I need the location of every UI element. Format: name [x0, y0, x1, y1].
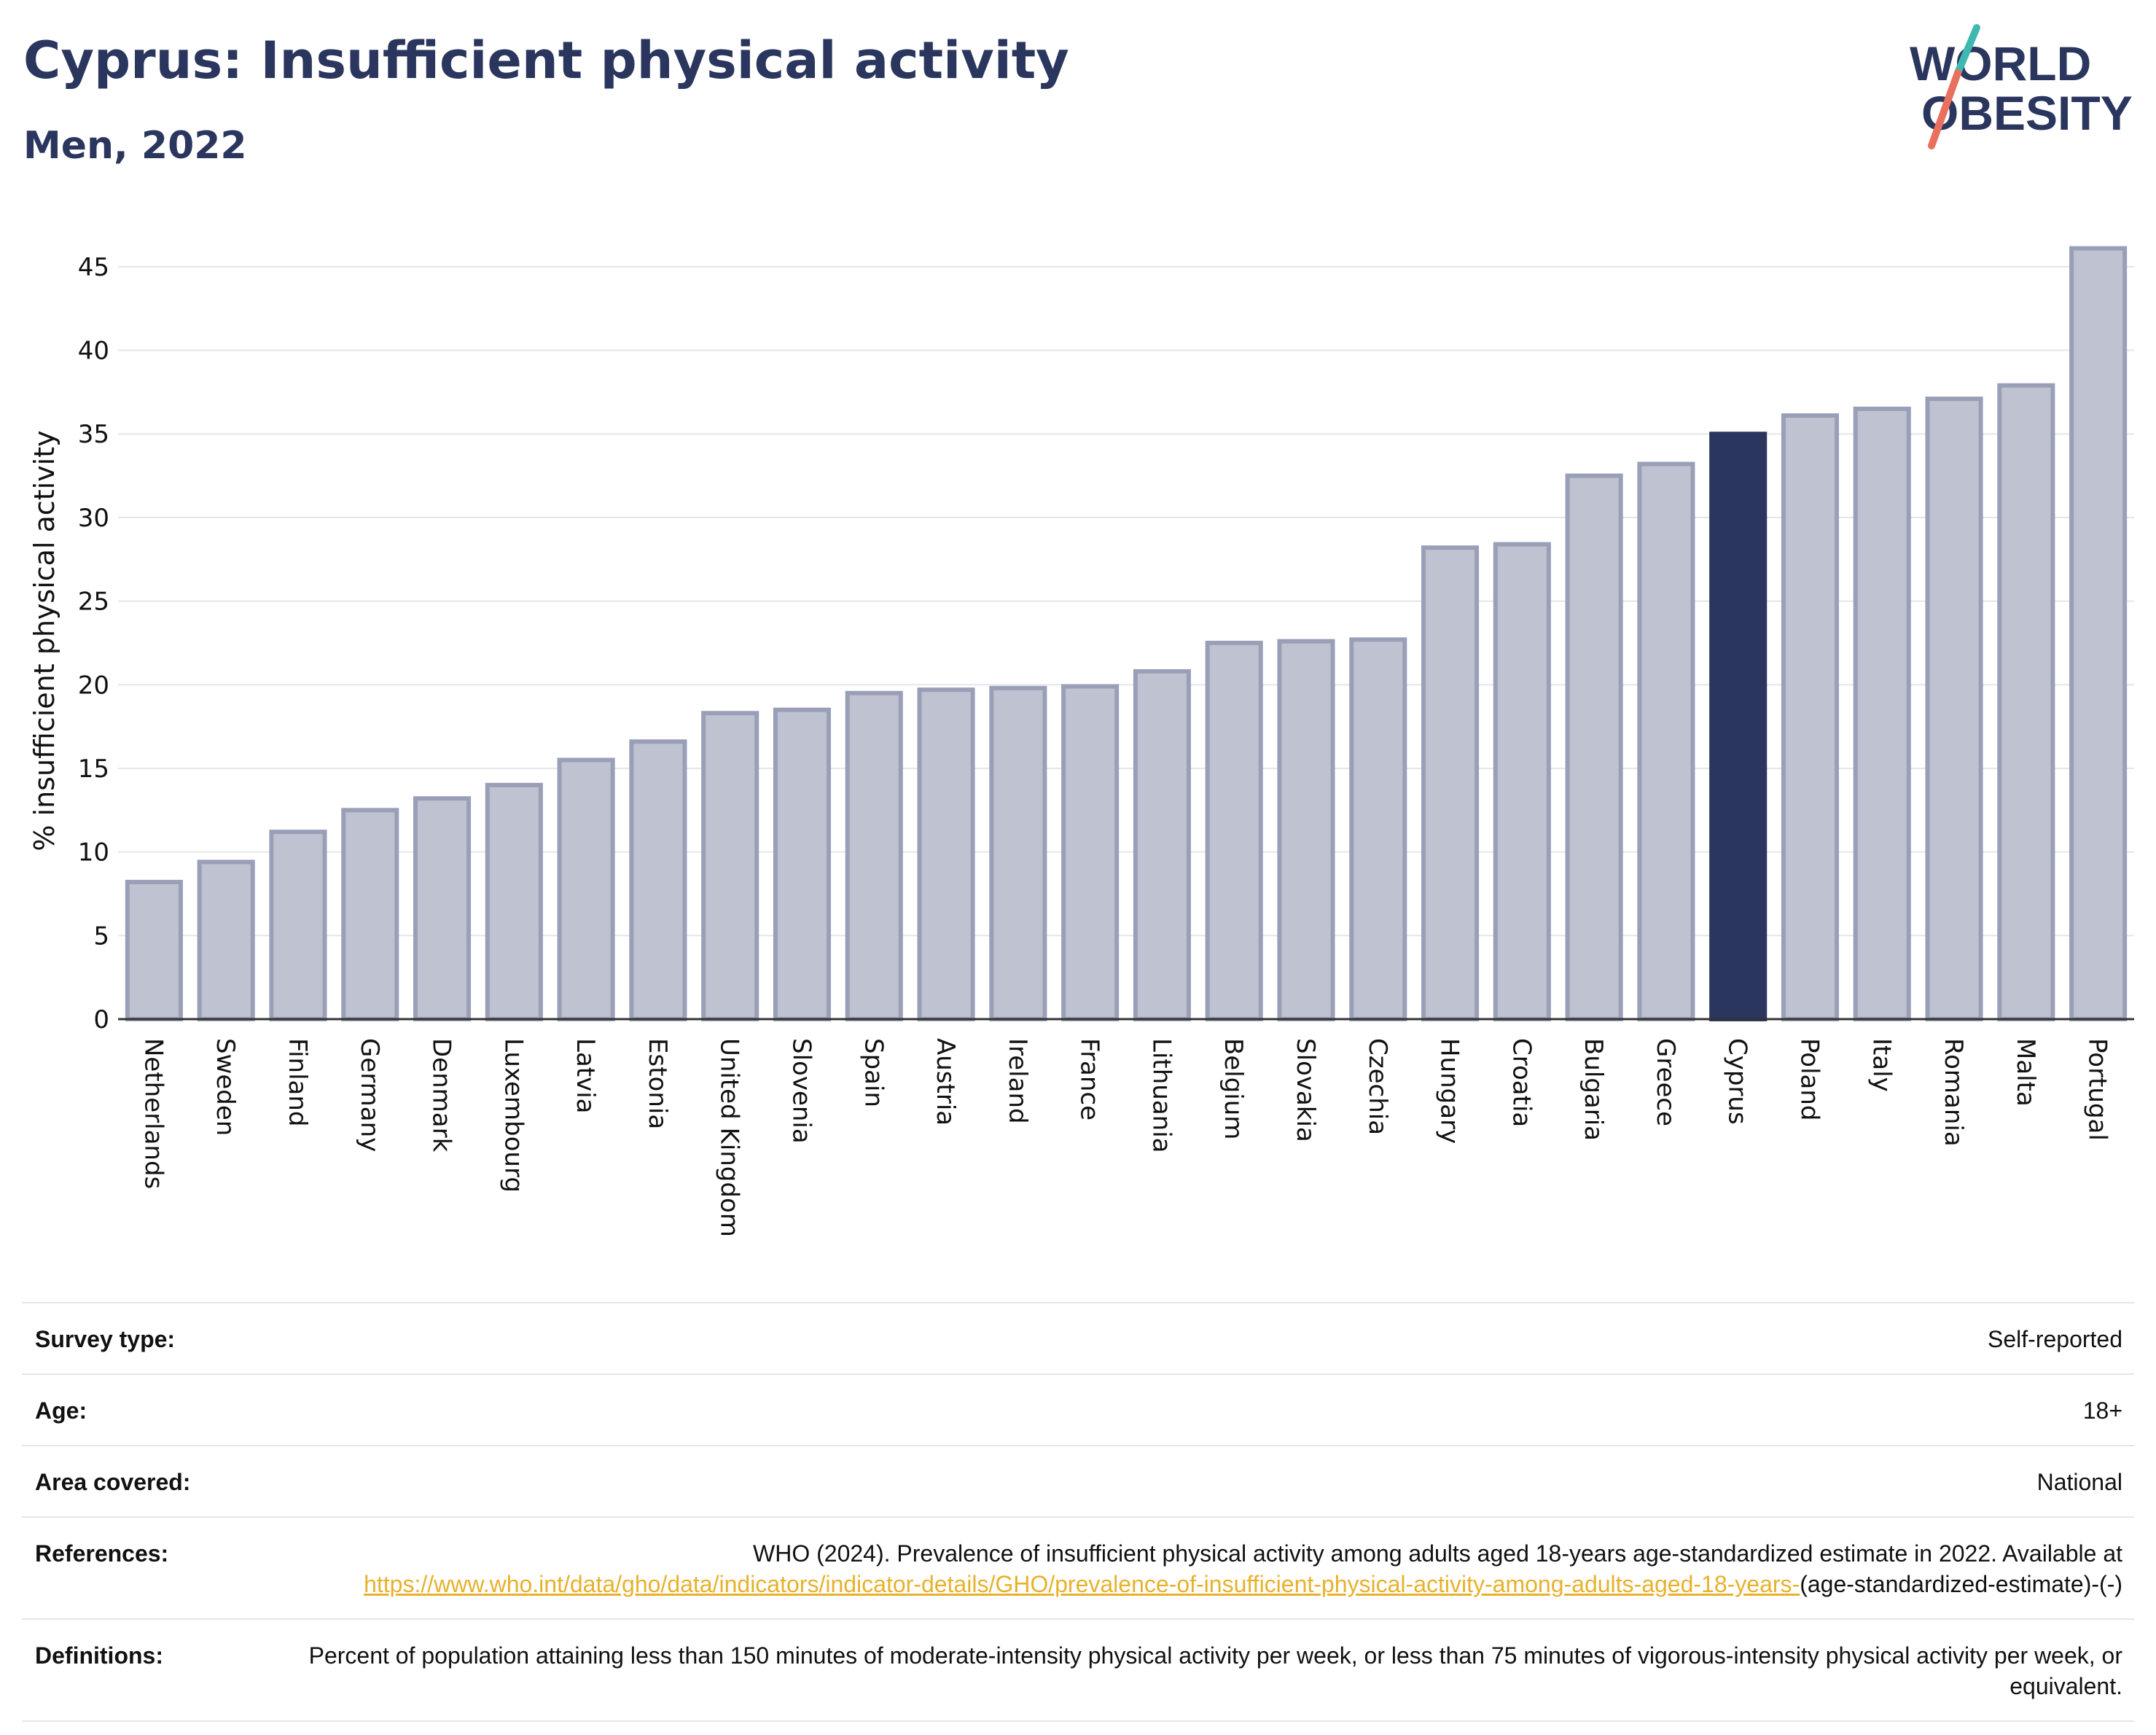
x-tick-label: Slovakia — [1291, 1038, 1320, 1142]
bar-netherlands — [125, 879, 183, 1021]
x-tick-label: Czechia — [1363, 1038, 1392, 1135]
bar-united-kingdom — [701, 711, 759, 1021]
bar-portugal — [2069, 246, 2128, 1021]
area-label: Area covered: — [35, 1469, 191, 1495]
definitions-value: Percent of population attaining less tha… — [308, 1642, 2122, 1699]
bar-italy — [1853, 406, 1911, 1021]
y-tick-label: 5 — [93, 921, 109, 951]
x-tick-label: Germany — [355, 1038, 384, 1152]
y-tick-label: 0 — [93, 1005, 109, 1034]
definitions-label: Definitions: — [35, 1642, 163, 1669]
y-tick-label: 25 — [78, 588, 109, 617]
bar-austria — [917, 687, 975, 1022]
bar-ireland — [989, 685, 1047, 1021]
y-axis-ticks: 0 5 10 15 20 25 30 35 40 45 — [78, 253, 109, 1034]
y-axis-title: % insufficient physical activity — [28, 430, 60, 851]
info-row-references: References: WHO (2024). Prevalence of in… — [22, 1518, 2134, 1620]
x-tick-label: Slovenia — [786, 1038, 816, 1144]
x-tick-label: France — [1075, 1038, 1104, 1120]
logo-slash-top — [1954, 24, 1980, 77]
bar-bulgaria — [1565, 473, 1623, 1021]
survey-type-value: Self-reported — [1988, 1326, 2122, 1352]
bar-slovenia — [773, 707, 832, 1021]
x-tick-label: Finland — [283, 1038, 312, 1127]
x-tick-label: Sweden — [211, 1038, 240, 1136]
bar-cyprus — [1709, 432, 1768, 1021]
logo-slash-bottom — [1928, 69, 1961, 149]
x-tick-label: Luxembourg — [499, 1038, 528, 1193]
y-tick-label: 35 — [78, 420, 109, 449]
bar-germany — [341, 808, 399, 1021]
y-tick-label: 30 — [78, 504, 109, 533]
info-row-age: Age: 18+ — [22, 1375, 2134, 1446]
page-subtitle: Men, 2022 — [23, 124, 247, 168]
area-value: National — [2036, 1469, 2122, 1495]
bar-slovakia — [1277, 639, 1335, 1021]
x-tick-label: Greece — [1651, 1038, 1680, 1126]
x-tick-label: Austria — [931, 1038, 960, 1126]
x-tick-label: Latvia — [571, 1038, 600, 1114]
references-label: References: — [35, 1540, 169, 1567]
y-tick-label: 15 — [78, 755, 109, 784]
x-tick-label: Estonia — [643, 1038, 672, 1129]
x-tick-label: Lithuania — [1147, 1038, 1176, 1153]
bar-denmark — [413, 796, 472, 1021]
bar-malta — [1997, 383, 2055, 1021]
info-row-definitions: Definitions: Percent of population attai… — [22, 1620, 2134, 1722]
x-tick-label: Romania — [1939, 1038, 1968, 1147]
references-text: WHO (2024). Prevalence of insufficient p… — [753, 1540, 2122, 1567]
bar-poland — [1781, 413, 1840, 1021]
references-suffix: (age-standardized-estimate)-(-) — [1800, 1571, 2122, 1597]
bar-croatia — [1493, 542, 1551, 1021]
x-tick-label: Netherlands — [138, 1038, 168, 1189]
x-tick-label: Italy — [1867, 1038, 1896, 1092]
x-tick-label: United Kingdom — [715, 1038, 744, 1237]
y-tick-label: 10 — [78, 838, 109, 868]
info-table: Survey type: Self-reported Age: 18+ Area… — [22, 1302, 2134, 1722]
x-tick-label: Portugal — [2083, 1038, 2112, 1141]
x-tick-label: Bulgaria — [1579, 1038, 1608, 1141]
x-tick-label: Hungary — [1435, 1038, 1464, 1144]
x-tick-label: Denmark — [427, 1038, 456, 1153]
bar-chart: 0 5 10 15 20 25 30 35 40 45 Netherlands Sweden Finl… — [28, 246, 2134, 1237]
bar-latvia — [557, 757, 615, 1022]
info-row-area: Area covered: National — [22, 1446, 2134, 1518]
bar-romania — [1925, 397, 1983, 1021]
y-tick-label: 40 — [78, 337, 109, 366]
references-link[interactable]: https://www.who.int/data/gho/data/indica… — [364, 1571, 1800, 1597]
x-tick-label: Malta — [2011, 1038, 2040, 1107]
x-tick-label: Belgium — [1219, 1038, 1248, 1139]
info-row-survey-type: Survey type: Self-reported — [22, 1303, 2134, 1375]
bar-luxembourg — [485, 782, 543, 1021]
bar-sweden — [197, 859, 255, 1022]
references-value: WHO (2024). Prevalence of insufficient p… — [256, 1538, 2122, 1599]
age-value: 18+ — [2082, 1397, 2122, 1424]
x-tick-label: Croatia — [1507, 1038, 1536, 1127]
x-axis-labels: Netherlands Sweden Finland Germany Denmark Lu… — [138, 1038, 2112, 1237]
bar-hungary — [1421, 545, 1480, 1021]
page-title: Cyprus: Insufficient physical activity — [23, 31, 1069, 90]
x-tick-label: Spain — [859, 1038, 888, 1107]
x-tick-label: Cyprus — [1723, 1038, 1752, 1125]
survey-type-label: Survey type: — [35, 1326, 176, 1352]
bar-france — [1061, 684, 1120, 1021]
world-obesity-logo: WORLD OBESITY — [1910, 24, 2133, 149]
bar-finland — [269, 830, 327, 1021]
bar-estonia — [629, 739, 687, 1021]
x-tick-label: Poland — [1794, 1038, 1824, 1121]
y-tick-label: 20 — [78, 671, 109, 700]
logo-line2: OBESITY — [1921, 86, 2133, 140]
bar-czechia — [1349, 637, 1407, 1021]
x-tick-label: Ireland — [1003, 1038, 1032, 1124]
bar-greece — [1637, 461, 1695, 1021]
bar-spain — [845, 690, 903, 1021]
bars — [125, 246, 2128, 1022]
age-label: Age: — [35, 1397, 87, 1424]
bar-lithuania — [1133, 668, 1191, 1021]
bar-belgium — [1205, 640, 1263, 1021]
y-tick-label: 45 — [78, 253, 109, 282]
logo-line1: WORLD — [1910, 36, 2091, 90]
